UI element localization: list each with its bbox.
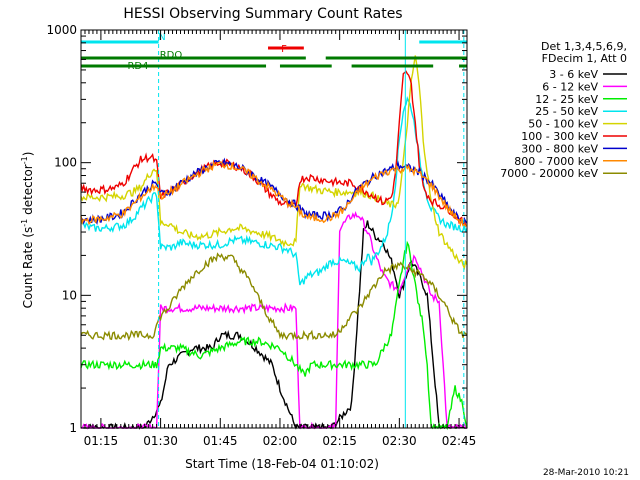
x-tick-label-3: 02:00 <box>263 434 298 448</box>
flag-label-rd4: RD4 <box>127 61 148 72</box>
legend-label-5: 100 - 300 keV <box>521 130 598 143</box>
legend-label-0: 3 - 6 keV <box>549 68 598 81</box>
timestamp-label: 28-Mar-2010 10:21 <box>543 468 629 478</box>
y-tick-label-0: 1000 <box>46 23 77 37</box>
axes-layer: 1000 100 10 1 01:15 01:30 01:45 02:00 02:15 02:30… <box>46 23 476 448</box>
series-line-6 <box>80 157 468 226</box>
series-line-7 <box>80 160 468 228</box>
flag-layer: N F RDO RD4 <box>81 30 467 428</box>
series-line-3 <box>80 96 468 286</box>
x-tick-label-1: 01:30 <box>143 434 178 448</box>
x-tick-label-6: 02:45 <box>442 434 477 448</box>
series-line-4 <box>80 55 468 271</box>
series-layer <box>80 55 468 431</box>
x-tick-label-5: 02:30 <box>382 434 417 448</box>
legend-label-8: 7000 - 20000 keV <box>500 167 598 180</box>
legend-label-6: 300 - 800 keV <box>521 142 598 155</box>
legend-label-7: 800 - 7000 keV <box>514 155 598 168</box>
legend-header-0: Det 1,3,4,5,6,9, <box>541 40 627 53</box>
series-line-0 <box>80 220 467 430</box>
series-line-5 <box>80 70 468 227</box>
legend-label-3: 25 - 50 keV <box>535 105 598 118</box>
flag-label-f: F <box>281 44 287 55</box>
y-tick-label-3: 1 <box>69 421 77 435</box>
plot-frame <box>80 29 468 429</box>
y-tick-label-2: 10 <box>62 288 77 302</box>
legend-label-2: 12 - 25 keV <box>535 93 598 106</box>
series-line-1 <box>81 210 467 430</box>
legend-label-4: 50 - 100 keV <box>528 118 598 131</box>
legend: Det 1,3,4,5,6,9,FDecim 1, Att 0 3 - 6 keV… <box>500 40 627 180</box>
plot-background <box>81 30 467 428</box>
y-tick-label-1: 100 <box>54 156 77 170</box>
x-tick-label-2: 01:45 <box>203 434 238 448</box>
x-axis-label: Start Time (18-Feb-04 01:10:02) <box>185 457 379 471</box>
x-tick-label-0: 01:15 <box>84 434 119 448</box>
flag-label-n: N <box>158 32 165 43</box>
series-line-2 <box>80 240 468 431</box>
legend-header-1: FDecim 1, Att 0 <box>542 52 627 65</box>
chart-title: HESSI Observing Summary Count Rates <box>123 6 402 22</box>
y-axis-label: Count Rate (s-1 detector-1) <box>20 152 35 309</box>
series-line-8 <box>80 252 468 342</box>
x-tick-label-4: 02:15 <box>322 434 357 448</box>
flag-label-rdo: RDO <box>160 50 183 61</box>
legend-label-1: 6 - 12 keV <box>542 80 598 93</box>
plot-area <box>81 30 467 428</box>
